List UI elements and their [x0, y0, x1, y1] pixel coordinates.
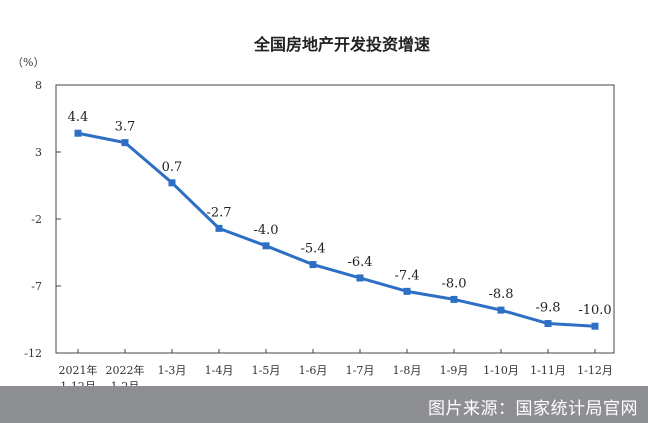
data-point: [497, 306, 505, 314]
image-source-bar: 图片来源：国家统计局官网: [0, 386, 648, 423]
data-point: [403, 287, 411, 295]
data-label: -2.7: [206, 205, 231, 220]
data-label: -9.8: [535, 301, 560, 316]
data-label: -4.0: [253, 223, 278, 238]
data-point: [309, 261, 317, 269]
data-point: [356, 274, 364, 282]
data-point: [74, 129, 82, 137]
chart-title: 全国房地产开发投资增速: [253, 35, 430, 54]
y-tick-label: 8: [35, 79, 42, 92]
data-point: [544, 320, 552, 328]
data-point: [215, 224, 223, 232]
data-label: 4.4: [68, 110, 89, 125]
series-line: [77, 131, 596, 328]
data-label: -6.4: [347, 255, 372, 270]
y-tick-label: -2: [31, 213, 42, 226]
x-tick-label: 1-6月: [299, 364, 328, 377]
y-axis-unit-label: （%）: [12, 56, 44, 69]
image-source-caption: 图片来源：国家统计局官网: [428, 399, 638, 419]
x-tick-label: 2021年: [59, 363, 98, 377]
data-label: -8.0: [441, 276, 466, 291]
x-tick-label: 1-12月: [577, 364, 613, 377]
data-point: [450, 295, 458, 303]
data-point: [262, 242, 270, 250]
data-label: 0.7: [162, 160, 183, 175]
x-tick-label: 2022年: [106, 363, 145, 377]
y-axis: 8 3 -2 -7 -12: [24, 79, 61, 360]
x-tick-label: 1-5月: [252, 364, 281, 377]
y-tick-label: 3: [35, 146, 42, 159]
data-label: -7.4: [394, 268, 419, 283]
data-label: 3.7: [115, 120, 136, 135]
x-tick-label: 1-7月: [346, 364, 375, 377]
data-point: [121, 139, 129, 147]
data-point: [591, 322, 599, 330]
x-tick-label: 1-4月: [205, 364, 234, 377]
x-tick-label: 1-10月: [483, 364, 519, 377]
plot-frame: [55, 84, 615, 354]
x-tick-label: 1-9月: [440, 364, 469, 377]
x-tick-label: 1-3月: [158, 364, 187, 377]
data-labels: 4.4 3.7 0.7 -2.7 -4.0 -5.4 -6.4 -7.4 -8.0 -8.8 -9.…: [68, 110, 612, 318]
x-tick-label: 1-8月: [393, 364, 422, 377]
x-tick-label: 1-11月: [530, 364, 566, 377]
data-label: -10.0: [578, 303, 611, 318]
data-label: -5.4: [300, 242, 325, 257]
y-tick-label: -12: [24, 347, 42, 360]
data-label: -8.8: [488, 287, 513, 302]
data-markers: [74, 129, 599, 330]
data-point: [168, 179, 176, 187]
y-tick-label: -7: [31, 280, 42, 293]
